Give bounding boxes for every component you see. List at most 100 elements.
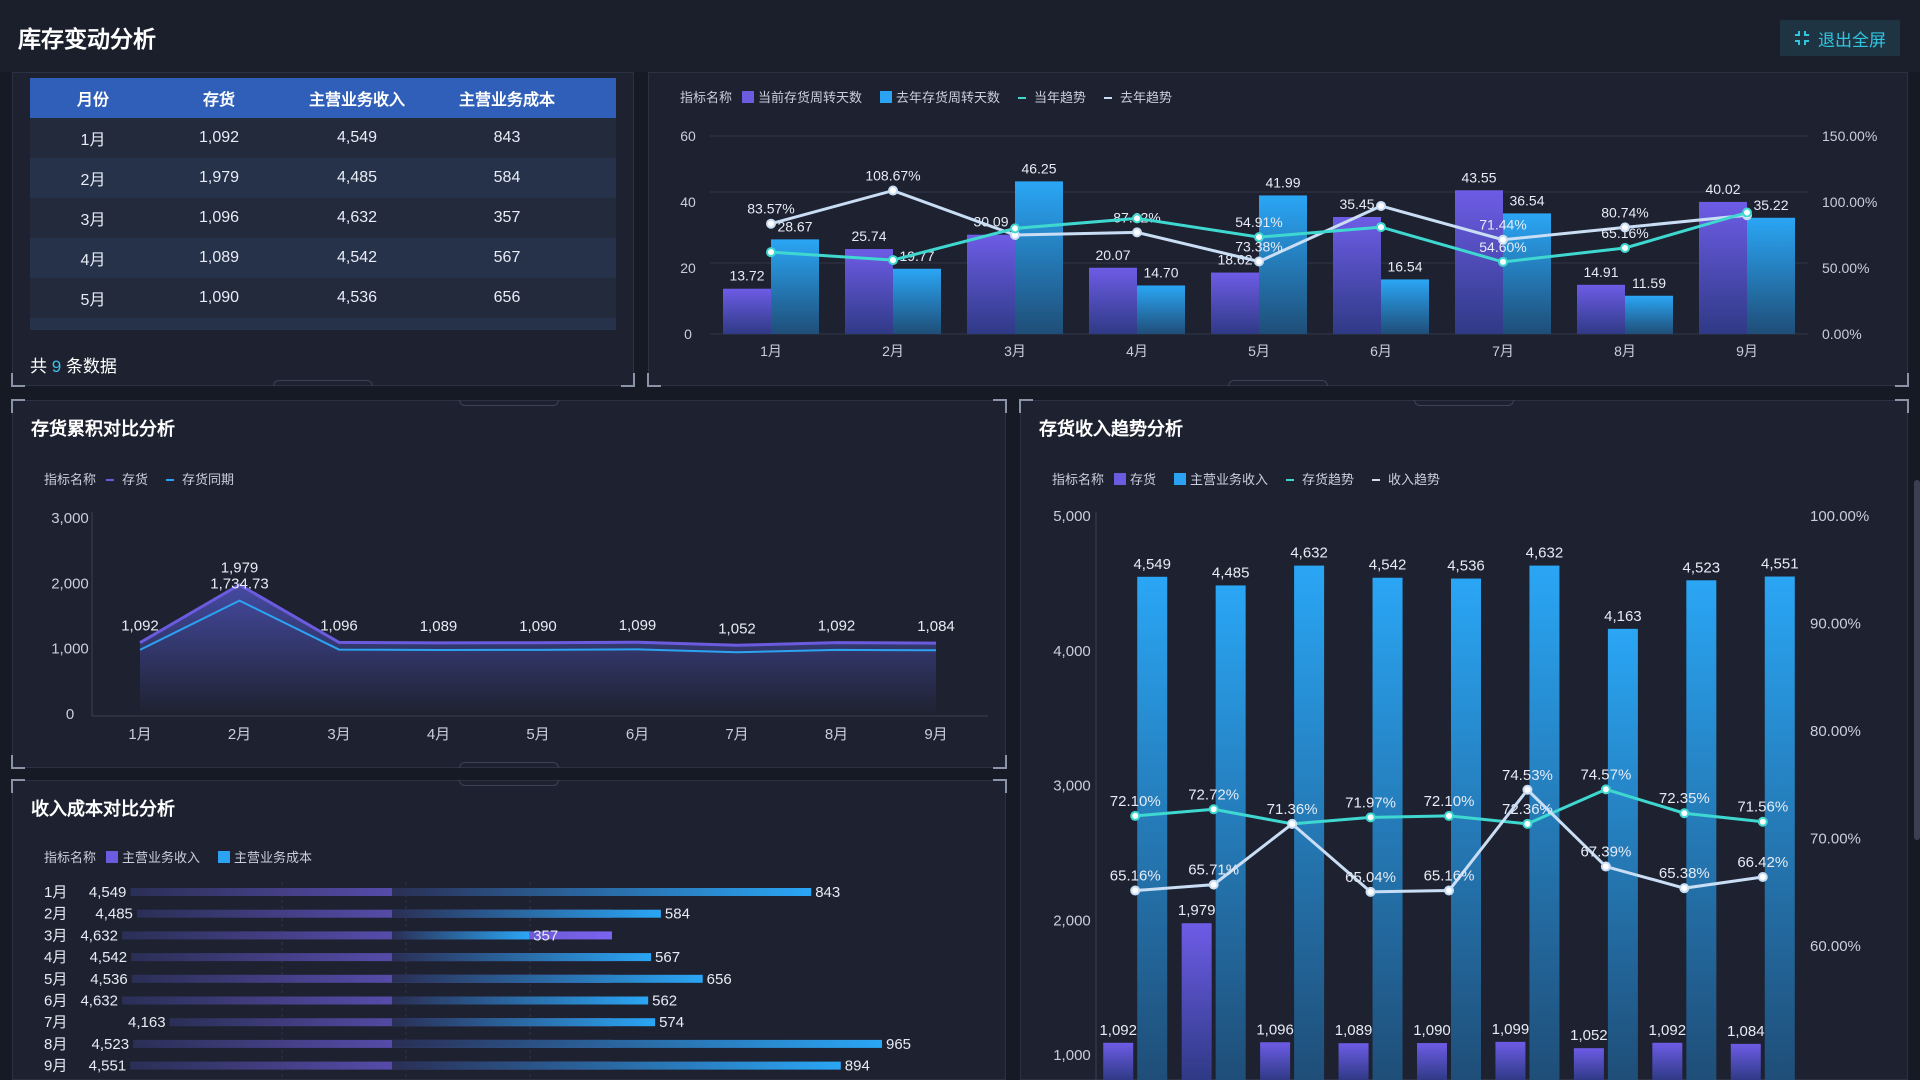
- legend-swatch-0: [1114, 473, 1126, 485]
- table-row[interactable]: 4月 1,089 4,542 567: [30, 238, 616, 278]
- legend-swatch-1: [880, 91, 892, 103]
- bar-cost: [392, 996, 649, 1005]
- point-label: 1,052: [718, 620, 756, 637]
- y2-tick-label: 60.00%: [1810, 938, 1861, 955]
- y-category-label: 2月: [44, 906, 67, 923]
- bar-label: 1,092: [1649, 1022, 1687, 1039]
- bar-label: 1,099: [1492, 1021, 1530, 1038]
- trend-point: [1600, 784, 1611, 795]
- table-row[interactable]: 1月 1,092 4,549 843: [30, 118, 616, 158]
- page-scrollbar[interactable]: [1914, 480, 1920, 840]
- legend-label-1: 去年存货周转天数: [896, 90, 1000, 105]
- y2-tick-label: 150.00%: [1822, 128, 1877, 144]
- bar-cost: [392, 909, 661, 918]
- y-tick-label: 0: [66, 706, 74, 723]
- bar-label: 4,632: [1290, 545, 1328, 562]
- table-cell: 584: [432, 158, 582, 198]
- bar-label: 11.59: [1632, 275, 1666, 291]
- x-tick-label: 2月: [228, 726, 251, 743]
- income-trend-chart: 指标名称 存货 主营业务收入 存货趋势 收入趋势 1,000 2,000 3,000 4,000…: [1052, 472, 1869, 1080]
- bar-cost: [392, 888, 812, 896]
- col-cost[interactable]: 主营业务成本: [432, 78, 582, 118]
- col-month[interactable]: 月份: [30, 78, 156, 118]
- x-tick-label: 4月: [1126, 343, 1148, 359]
- trend-point: [1620, 242, 1630, 253]
- table-cell: [582, 278, 616, 318]
- y2-tick-label: 0.00%: [1822, 326, 1862, 342]
- bar-label: 35.22: [1753, 197, 1788, 213]
- table-cell: 4月: [30, 238, 156, 278]
- trend-label: 65.16%: [1601, 225, 1648, 241]
- count-prefix: 共: [30, 357, 47, 376]
- col-inventory[interactable]: 存货: [156, 78, 282, 118]
- trend-label: 71.97%: [1345, 794, 1396, 811]
- y2-tick-label: 100.00%: [1822, 194, 1877, 210]
- y-tick-label: 5,000: [1053, 508, 1091, 525]
- table-cell: 1,090: [156, 278, 282, 318]
- table-row[interactable]: 3月 1,096 4,632 357: [30, 198, 616, 238]
- bar-inventory: [1103, 1042, 1134, 1080]
- table-cell: 2月: [30, 158, 156, 198]
- header: 库存变动分析 退出全屏: [0, 0, 1920, 72]
- bar-last-year: [893, 268, 941, 334]
- table-row[interactable]: 5月 1,090 4,536 656: [30, 278, 616, 318]
- bar-revenue: [1451, 578, 1481, 1080]
- trend-point: [1600, 861, 1611, 872]
- line-inventory: [139, 582, 937, 647]
- col-revenue[interactable]: 主营业务收入: [282, 78, 432, 118]
- bar-cost: [392, 931, 530, 940]
- trend-label: 80.74%: [1601, 204, 1648, 220]
- exit-fullscreen-button[interactable]: 退出全屏: [1780, 20, 1900, 56]
- trend-label: 72.35%: [1659, 790, 1710, 807]
- bar-label: 4,163: [1604, 608, 1642, 625]
- bar-label: 16.54: [1387, 258, 1422, 274]
- table-row[interactable]: 2月 1,979 4,485 584: [30, 158, 616, 198]
- trend-label: 74.57%: [1580, 766, 1631, 783]
- x-tick-label: 5月: [526, 726, 549, 743]
- exit-fullscreen-label: 退出全屏: [1818, 30, 1886, 50]
- bar-cost: [392, 953, 652, 962]
- legend-label-0: 存货: [122, 472, 148, 487]
- col-more[interactable]: 收: [582, 78, 616, 118]
- y2-tick-label: 100.00%: [1810, 508, 1869, 525]
- bar-revenue: [122, 996, 612, 1005]
- y2-tick-label: 70.00%: [1810, 831, 1861, 848]
- legend-label-0: 存货: [1130, 472, 1156, 487]
- bar-inventory: [1573, 1048, 1604, 1080]
- bar-label: 4,542: [1369, 557, 1407, 574]
- inventory-table: 月份 存货 主营业务收入 主营业务成本 收 1月1,0924,5498432月1…: [30, 78, 616, 330]
- legend-label-1: 主营业务成本: [234, 850, 312, 865]
- x-tick-label: 9月: [924, 726, 947, 743]
- trend-point: [1376, 200, 1386, 211]
- bar-revenue: [1372, 577, 1403, 1080]
- trend-label: 65.38%: [1659, 865, 1710, 882]
- x-tick-label: 3月: [1004, 343, 1026, 359]
- x-tick-label: 8月: [825, 726, 848, 743]
- table-cell: 567: [432, 238, 582, 278]
- trend-label: 65.16%: [1424, 868, 1475, 885]
- y2-tick-label: 80.00%: [1810, 723, 1861, 740]
- bar-label: 4,632: [1526, 545, 1564, 562]
- legend-title: 指标名称: [44, 472, 96, 487]
- trend-label: 67.39%: [1580, 844, 1631, 861]
- legend-title: 指标名称: [680, 90, 732, 105]
- trend-point: [1679, 808, 1690, 819]
- revenue-label: 4,523: [92, 1036, 130, 1053]
- bar-revenue: [131, 953, 612, 962]
- cost-label: 965: [886, 1036, 911, 1053]
- table-cell: 1,979: [156, 158, 282, 198]
- trend-point: [1287, 818, 1298, 829]
- bar-label: 4,523: [1683, 559, 1721, 576]
- bar-label: 18.62: [1217, 252, 1252, 268]
- bar-current: [967, 234, 1015, 334]
- bar-inventory: [1730, 1043, 1761, 1080]
- row-count: 共 9 条数据: [30, 352, 117, 377]
- bar-inventory: [1181, 923, 1212, 1080]
- trend-point: [766, 218, 776, 229]
- count-suffix: 条数据: [65, 357, 117, 376]
- trend-point: [1620, 222, 1630, 233]
- y-category-label: 4月: [44, 949, 67, 966]
- trend-point: [1130, 885, 1141, 896]
- table-cell: 1月: [30, 118, 156, 158]
